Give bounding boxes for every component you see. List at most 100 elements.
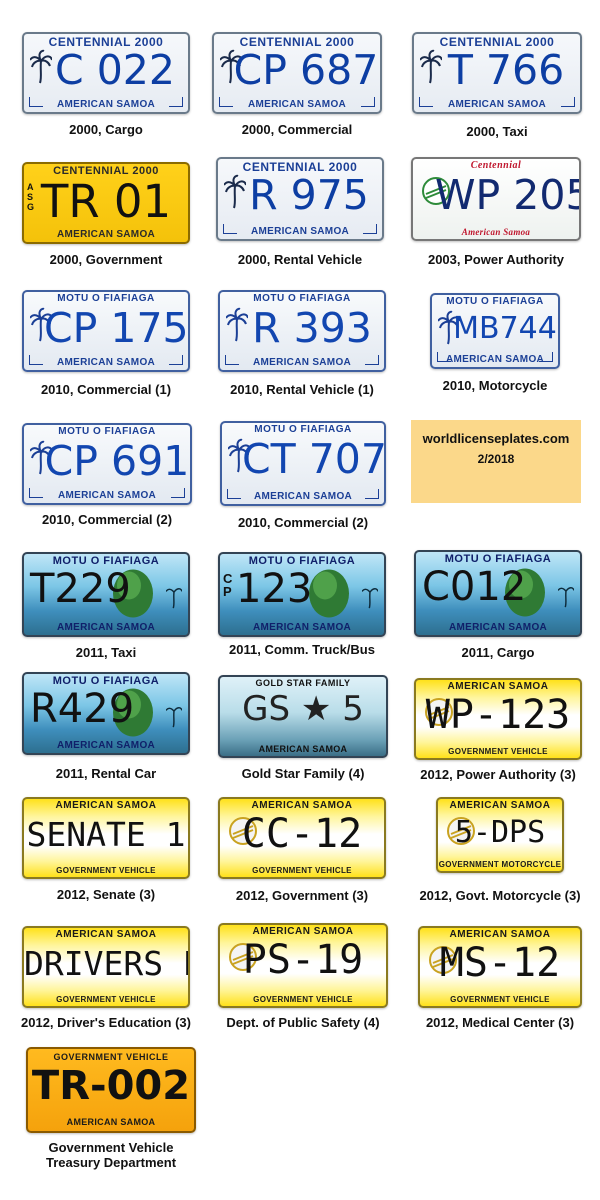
palm-tree-icon — [166, 707, 182, 728]
plate-top-text: GOVERNMENT VEHICLE — [53, 1052, 169, 1062]
plate-number: CP 175 — [44, 304, 189, 352]
plate-caption: 2011, Taxi — [6, 645, 206, 660]
caption-line: 2012, Power Authority (3) — [420, 767, 576, 782]
plate-caption: 2003, Power Authority — [396, 252, 596, 267]
corner-mark — [365, 355, 379, 365]
license-plate: MOTU O FIAFIAGA 123 AMERICAN SAMOA CP — [218, 552, 386, 637]
plate-bottom-text: AMERICAN SAMOA — [447, 99, 547, 110]
plate-caption: 2012, Medical Center (3) — [400, 1015, 600, 1030]
plate-caption: 2000, Taxi — [397, 124, 597, 139]
license-plate: AMERICAN SAMOA WP-123 GOVERNMENT VEHICLE — [414, 678, 582, 760]
plate-bottom-text: GOVERNMENT VEHICLE — [253, 995, 353, 1004]
license-plate: AMERICAN SAMOA 5-DPS GOVERNMENT MOTORCYCLE — [436, 797, 564, 873]
plate-number: R 975 — [249, 171, 369, 219]
plate-number: 5-DPS — [454, 815, 546, 850]
license-plate: MOTU O FIAFIAGA C012 AMERICAN SAMOA — [414, 550, 582, 637]
credit-date: 2/2018 — [477, 452, 515, 466]
corner-mark — [361, 97, 375, 107]
license-plate: MOTU O FIAFIAGA CP 175 AMERICAN SAMOA — [22, 290, 190, 372]
emblem-icon — [447, 817, 475, 845]
emblem-icon — [429, 946, 457, 974]
plate-caption: 2011, Rental Car — [6, 766, 206, 781]
license-plate: AMERICAN SAMOA MS-12 GOVERNMENT VEHICLE — [418, 926, 582, 1008]
caption-line: 2012, Medical Center (3) — [425, 1015, 575, 1030]
palm-tree-icon — [220, 49, 242, 84]
plate-top-text: AMERICAN SAMOA — [449, 800, 551, 811]
plate-bottom-text: AMERICAN SAMOA — [56, 622, 156, 633]
plate-number: 123 — [236, 566, 313, 612]
plate-top-text: AMERICAN SAMOA — [449, 929, 551, 940]
corner-mark — [171, 488, 185, 498]
license-plate: AMERICAN SAMOA DRIVERS ED GOVERNMENT VEHIC… — [22, 926, 190, 1008]
emblem-icon — [422, 177, 450, 205]
caption-line: 2000, Commercial — [241, 122, 353, 137]
license-plate: CENTENNIAL 2000 C 022 AMERICAN SAMOA — [22, 32, 190, 114]
plate-side-text: ASG — [27, 182, 35, 212]
plate-top-text: MOTU O FIAFIAGA — [444, 553, 552, 565]
plate-bottom-text: GOVERNMENT VEHICLE — [448, 747, 548, 756]
corner-mark — [223, 224, 237, 234]
plate-bottom-text: AMERICAN SAMOA — [445, 354, 545, 365]
plate-caption: 2010, Rental Vehicle (1) — [202, 382, 402, 397]
plate-side-text: CP — [223, 571, 233, 599]
plate-caption: 2012, Govt. Motorcycle (3) — [400, 888, 600, 903]
plate-caption: 2012, Power Authority (3) — [398, 767, 598, 782]
caption-line: 2012, Driver's Education (3) — [21, 1015, 191, 1030]
plate-caption: 2012, Government (3) — [202, 888, 402, 903]
plate-bottom-text: GOVERNMENT MOTORCYCLE — [438, 860, 562, 869]
corner-mark — [539, 352, 553, 362]
plate-number: SENATE 1 — [26, 815, 186, 854]
plate-bottom-text: AMERICAN SAMOA — [250, 226, 350, 237]
license-plate: MOTU O FIAFIAGA CT 707 AMERICAN SAMOA — [220, 421, 386, 506]
caption-line: 2000, Taxi — [466, 124, 528, 139]
license-plate: MOTU O FIAFIAGA T229 AMERICAN SAMOA — [22, 552, 190, 637]
plate-number: WP 205 — [435, 171, 581, 219]
plate-caption: 2000, Commercial — [197, 122, 397, 137]
corner-mark — [29, 488, 43, 498]
corner-mark — [169, 97, 183, 107]
caption-line: 2012, Govt. Motorcycle (3) — [419, 888, 581, 903]
license-plate: MOTU O FIAFIAGA R 393 AMERICAN SAMOA — [218, 290, 386, 372]
emblem-icon — [425, 698, 453, 726]
plate-number: MS-12 — [439, 940, 561, 986]
caption-line: 2010, Commercial (1) — [40, 382, 172, 397]
plate-caption: 2010, Commercial (2) — [7, 512, 207, 527]
palm-tree-icon — [30, 49, 52, 84]
caption-line: Dept. of Public Safety (4) — [226, 1015, 380, 1030]
plate-caption: Gold Star Family (4) — [203, 766, 403, 781]
license-plate: CENTENNIAL 2000 R 975 AMERICAN SAMOA — [216, 157, 384, 241]
plate-top-text: AMERICAN SAMOA — [55, 800, 157, 811]
plate-number: WP-123 — [425, 692, 571, 738]
license-plate: GOVERNMENT VEHICLE TR-002 AMERICAN SAMOA — [26, 1047, 196, 1133]
plate-top-text: CENTENNIAL 2000 — [239, 35, 355, 49]
plate-caption: 2011, Cargo — [398, 645, 598, 660]
island-icon — [309, 569, 349, 618]
plate-number: CP 687 — [233, 46, 379, 94]
caption-line: 2000, Rental Vehicle — [237, 252, 363, 267]
plate-top-text: CENTENNIAL 2000 — [242, 160, 358, 174]
corner-mark — [219, 97, 233, 107]
palm-tree-icon — [420, 49, 442, 84]
island-icon — [113, 569, 153, 618]
corner-mark — [225, 355, 239, 365]
plate-number: T229 — [30, 566, 131, 612]
plate-number: CC-12 — [241, 811, 363, 857]
plate-caption: 2011, Comm. Truck/Bus — [202, 642, 402, 657]
caption-line: Gold Star Family (4) — [241, 766, 365, 781]
plate-number: PS-19 — [242, 937, 364, 983]
plate-top-text: AMERICAN SAMOA — [251, 800, 353, 811]
plate-bottom-text: AMERICAN SAMOA — [247, 99, 347, 110]
plate-top-text: AMERICAN SAMOA — [55, 929, 157, 940]
plate-caption: 2010, Commercial (1) — [6, 382, 206, 397]
palm-tree-icon — [228, 438, 250, 473]
license-plate: CENTENNIAL 2000 CP 687 AMERICAN SAMOA — [212, 32, 382, 114]
corner-mark — [29, 355, 43, 365]
plate-caption: 2010, Commercial (2) — [203, 515, 403, 530]
corner-mark — [227, 489, 241, 499]
plate-top-text: CENTENNIAL 2000 — [53, 165, 159, 177]
palm-tree-icon — [438, 310, 460, 345]
plate-caption: 2000, Cargo — [6, 122, 206, 137]
plate-bottom-text: AMERICAN SAMOA — [253, 491, 353, 502]
license-plate: MOTU O FIAFIAGA CP 691 AMERICAN SAMOA — [22, 423, 192, 505]
plate-top-text: MOTU O FIAFIAGA — [58, 426, 156, 437]
